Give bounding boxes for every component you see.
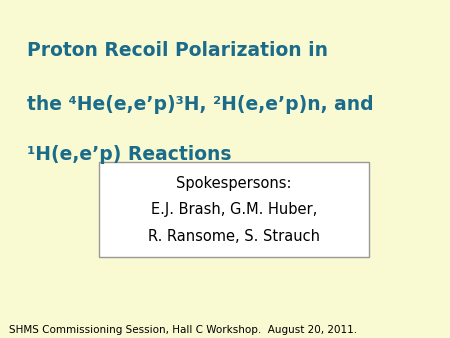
Text: Proton Recoil Polarization in: Proton Recoil Polarization in [27,41,328,59]
Text: R. Ransome, S. Strauch: R. Ransome, S. Strauch [148,228,320,244]
Text: SHMS Commissioning Session, Hall C Workshop.  August 20, 2011.: SHMS Commissioning Session, Hall C Works… [9,324,357,335]
Text: ¹H(e,e’p) Reactions: ¹H(e,e’p) Reactions [27,145,231,164]
Text: Spokespersons:: Spokespersons: [176,175,292,191]
FancyBboxPatch shape [99,162,369,257]
Text: E.J. Brash, G.M. Huber,: E.J. Brash, G.M. Huber, [151,202,317,217]
Text: the ⁴He(e,e’p)³H, ²H(e,e’p)n, and: the ⁴He(e,e’p)³H, ²H(e,e’p)n, and [27,95,374,114]
